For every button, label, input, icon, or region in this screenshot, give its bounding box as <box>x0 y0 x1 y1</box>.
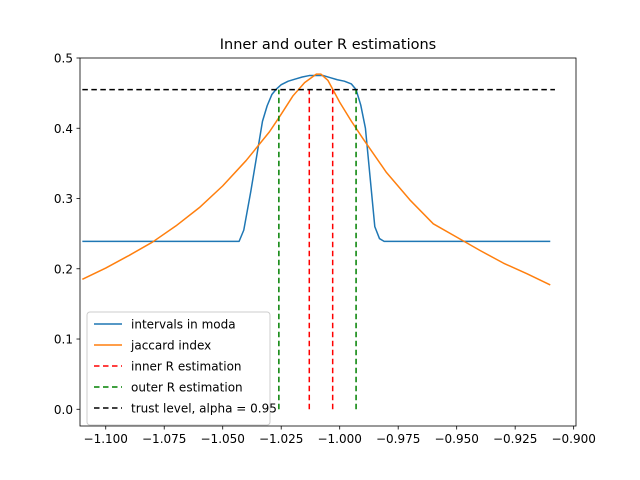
x-tick-label: −1.050 <box>201 432 245 446</box>
x-tick-label: −1.100 <box>84 432 128 446</box>
y-tick-label: 0.2 <box>54 262 73 276</box>
x-tick-label: −0.900 <box>551 432 595 446</box>
axes: −1.100 −1.075 −1.050 −1.025 −1.000 −0.975 −0.9… <box>54 52 596 447</box>
legend-label: jaccard index <box>130 339 211 353</box>
y-tick-label: 0.4 <box>54 122 73 136</box>
x-tick-label: −0.950 <box>434 432 478 446</box>
y-tick-label: 0.0 <box>54 403 73 417</box>
x-tick-label: −1.075 <box>142 432 186 446</box>
x-tick-label: −0.975 <box>376 432 420 446</box>
legend-label: outer R estimation <box>131 381 243 395</box>
axes-frame <box>79 57 577 427</box>
legend-label: inner R estimation <box>131 360 242 374</box>
legend-box <box>86 311 271 426</box>
legend: intervals in moda jaccard index inner R es… <box>86 311 277 426</box>
y-tick-label: 0.1 <box>54 333 73 347</box>
x-tick-label: −1.025 <box>259 432 303 446</box>
y-tick-label: 0.5 <box>54 52 73 66</box>
plot-area <box>82 73 555 410</box>
legend-label: intervals in moda <box>131 318 236 332</box>
x-tick-label: −1.000 <box>317 432 361 446</box>
legend-label: trust level, alpha = 0.95 <box>131 402 277 416</box>
series-intervals-in-moda-line <box>82 74 551 243</box>
y-tick-label: 0.3 <box>54 192 73 206</box>
series-jaccard-index-line <box>82 73 551 286</box>
x-tick-label: −0.925 <box>493 432 537 446</box>
chart-title: Inner and outer R estimations <box>220 37 437 53</box>
